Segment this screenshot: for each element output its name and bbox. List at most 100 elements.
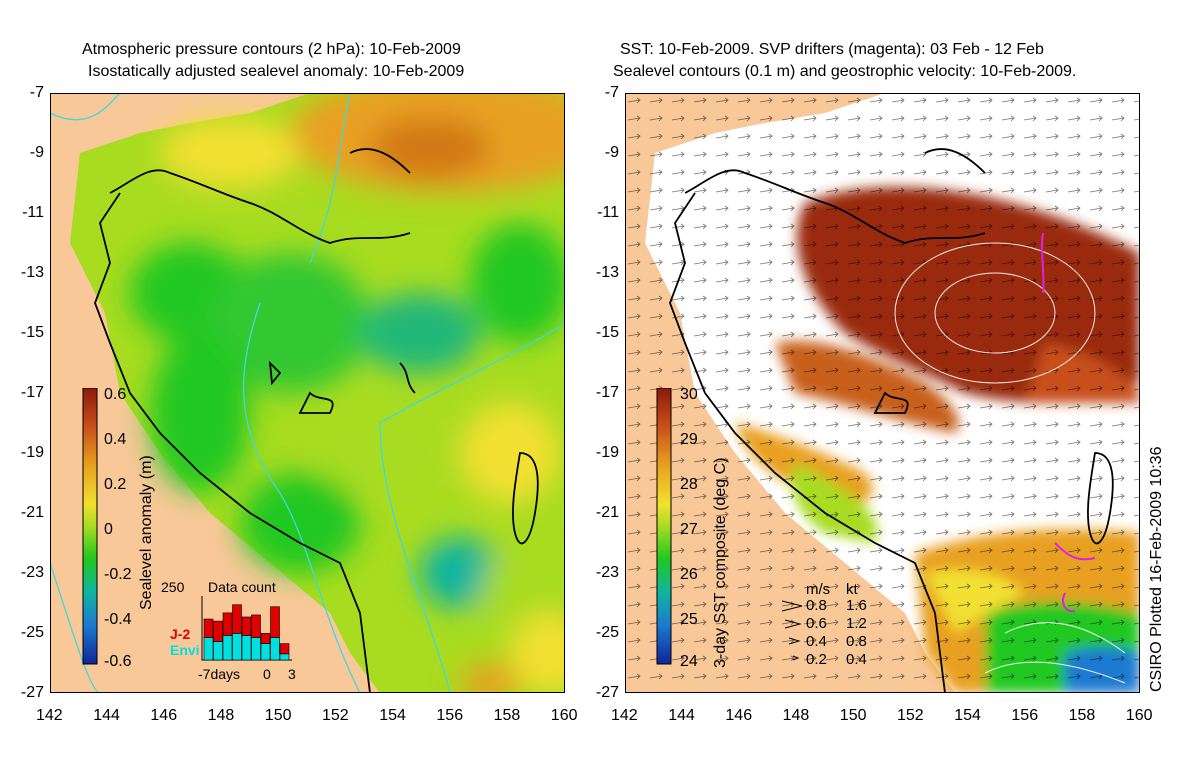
inset-title: Data count <box>208 579 276 595</box>
right-title-line1: SST: 10-Feb-2009. SVP drifters (magenta)… <box>620 41 1044 58</box>
right-x-tick-label: 148 <box>782 707 810 724</box>
right-x-tick-label: 154 <box>954 707 981 724</box>
left-x-tick-label: 144 <box>93 707 120 724</box>
right-y-tick-label: -19 <box>595 444 619 461</box>
velocity-key-kt: 1.6 <box>846 597 867 614</box>
right-y-tick-label: -21 <box>595 504 619 521</box>
left-x-tick-label: 148 <box>207 707 235 724</box>
colorbar-left-tick: -0.6 <box>104 653 132 670</box>
colorbar-left-label: Sealevel anomaly (m) <box>138 455 155 610</box>
right-y-tick-label: -15 <box>595 324 619 341</box>
colorbar-left-tick: 0.2 <box>104 476 127 493</box>
histogram-bar-j2 <box>232 604 242 634</box>
left-y-tick-label: -13 <box>20 264 44 281</box>
left-x-tick-label: 160 <box>550 707 578 724</box>
right-y-tick-label: -27 <box>595 684 619 701</box>
left-x-tick-label: 150 <box>264 707 292 724</box>
left-y-tick-label: -11 <box>22 204 44 221</box>
left-x-tick-label: 154 <box>379 707 406 724</box>
geostrophic-velocity-arrows <box>625 93 1140 693</box>
sst-velocity-map <box>625 93 1140 693</box>
ocean-anomaly-field <box>70 93 565 693</box>
left-y-tick-label: -17 <box>20 384 44 401</box>
velocity-key-header-ms: m/s <box>806 581 831 598</box>
right-x-tick-label: 150 <box>839 707 867 724</box>
right-y-tick-label: -25 <box>595 624 619 641</box>
legend-envi: Envi <box>170 642 200 658</box>
colorbar-left-tick: 0 <box>104 521 113 538</box>
coastline <box>669 148 1114 693</box>
data-count-histogram <box>201 596 292 661</box>
histogram-bar-envi <box>260 643 271 661</box>
right-x-tick-label: 142 <box>611 707 638 724</box>
left-y-tick-label: -27 <box>20 684 44 701</box>
left-title-line2: Isostatically adjusted sealevel anomaly:… <box>88 63 465 80</box>
velocity-key-kt: 1.2 <box>846 615 867 632</box>
right-y-tick-label: -11 <box>597 204 619 221</box>
left-y-tick-label: -23 <box>20 564 44 581</box>
sealevel-colorbar <box>82 388 98 665</box>
left-y-tick-label: -7 <box>29 84 44 101</box>
colorbar-left-tick: -0.4 <box>104 611 132 628</box>
right-x-tick-label: 158 <box>1068 707 1096 724</box>
histogram-bar-envi <box>232 633 242 661</box>
histogram-bar-j2 <box>270 606 280 638</box>
histogram-bar-envi <box>241 635 252 661</box>
velocity-key-ms: 0.8 <box>806 597 827 614</box>
velocity-key-kt: 0.4 <box>846 651 867 668</box>
left-y-tick-label: -9 <box>29 144 44 161</box>
left-x-tick-label: 158 <box>493 707 521 724</box>
velocity-key-ms: 0.6 <box>806 615 827 632</box>
left-title-line1: Atmospheric pressure contours (2 hPa): 1… <box>82 41 461 58</box>
colorbar-left-tick: -0.2 <box>104 566 132 583</box>
left-x-tick-label: 146 <box>150 707 178 724</box>
sst-colorbar <box>656 388 672 665</box>
left-y-tick-label: -25 <box>20 624 44 641</box>
right-y-tick-label: -7 <box>604 84 619 101</box>
drifter-tracks <box>1041 232 1096 613</box>
colorbar-right-tick: 25 <box>680 611 698 628</box>
colorbar-right-tick: 26 <box>680 566 698 583</box>
velocity-key-header-kt: kt <box>846 581 858 598</box>
left-y-tick-label: -19 <box>20 444 44 461</box>
histogram-bar-j2 <box>260 633 271 644</box>
histogram-bar-j2 <box>213 620 223 642</box>
colorbar-right-tick: 29 <box>680 431 698 448</box>
left-y-tick-label: -15 <box>20 324 44 341</box>
right-x-tick-label: 152 <box>897 707 924 724</box>
left-y-tick-label: -21 <box>20 504 44 521</box>
inset-x-label-end: 3 <box>288 666 296 682</box>
histogram-bar-j2 <box>203 618 214 638</box>
histogram-bar-envi <box>279 653 290 661</box>
right-x-tick-label: 146 <box>725 707 753 724</box>
velocity-key-ms: 0.4 <box>806 633 827 650</box>
sealevel-contours <box>894 242 1126 684</box>
histogram-bar-envi <box>251 637 261 661</box>
right-title-line2: Sealevel contours (0.1 m) and geostrophi… <box>613 63 1077 80</box>
histogram-bar-envi <box>213 641 223 661</box>
coastline <box>94 148 539 693</box>
right-x-tick-label: 156 <box>1011 707 1039 724</box>
histogram-bar-j2 <box>251 614 261 638</box>
sealevel-anomaly-map <box>50 93 565 693</box>
credit-label: CSIRO Plotted 16-Feb-2009 10:36 <box>1148 446 1165 692</box>
velocity-key-kt: 0.8 <box>846 633 867 650</box>
right-x-tick-label: 160 <box>1125 707 1153 724</box>
colorbar-right-label: 3-day SST composite (deg C) <box>712 457 729 668</box>
right-y-tick-label: -17 <box>595 384 619 401</box>
velocity-key-arrows <box>781 600 803 661</box>
colorbar-left-tick: 0.4 <box>104 431 127 448</box>
left-x-tick-label: 152 <box>322 707 349 724</box>
left-x-tick-label: 156 <box>436 707 464 724</box>
left-x-tick-label: 142 <box>36 707 63 724</box>
histogram-bar-j2 <box>222 612 233 636</box>
colorbar-right-tick: 30 <box>680 386 698 403</box>
inset-x-label-zero: 0 <box>263 666 271 682</box>
inset-x-label-start: -7days <box>198 666 241 682</box>
inset-ymax-label: 250 <box>161 579 185 595</box>
histogram-bar-envi <box>203 637 214 661</box>
right-y-tick-label: -9 <box>604 144 619 161</box>
right-y-tick-label: -13 <box>595 264 619 281</box>
histogram-bar-j2 <box>279 643 290 655</box>
colorbar-right-tick: 28 <box>680 476 698 493</box>
